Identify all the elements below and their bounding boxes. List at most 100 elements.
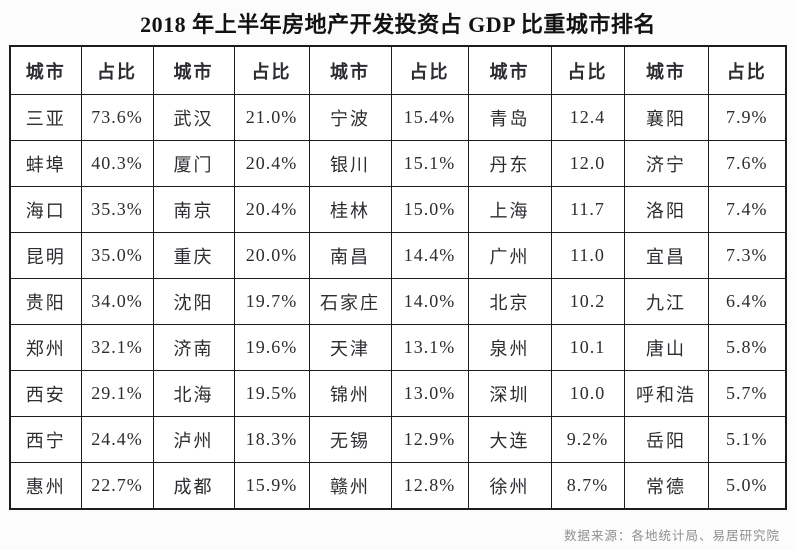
- share-cell: 8.7%: [550, 462, 625, 510]
- city-column-header: 城市: [623, 45, 709, 95]
- share-cell: 29.1%: [80, 370, 154, 417]
- city-cell: 宁波: [308, 94, 392, 141]
- share-cell: 20.4%: [233, 186, 310, 233]
- table-row: 西宁 24.4% 泸州 18.3% 无锡 12.9% 大连 9.2% 岳阳 5.1%: [9, 416, 787, 463]
- share-cell: 21.0%: [233, 94, 310, 141]
- city-cell: 济南: [152, 324, 235, 371]
- city-cell: 石家庄: [308, 278, 392, 325]
- share-column-header: 占比: [707, 45, 787, 95]
- share-cell: 11.0: [550, 232, 625, 279]
- city-cell: 泉州: [467, 324, 552, 371]
- table-header-row: 城市 占比 城市 占比 城市 占比 城市 占比 城市 占比: [9, 45, 787, 95]
- city-cell: 洛阳: [623, 186, 709, 233]
- share-cell: 5.0%: [707, 462, 787, 510]
- city-cell: 重庆: [152, 232, 235, 279]
- share-cell: 34.0%: [80, 278, 154, 325]
- city-cell: 西宁: [9, 416, 82, 463]
- share-cell: 12.8%: [390, 462, 469, 510]
- share-cell: 15.1%: [390, 140, 469, 187]
- share-cell: 6.4%: [707, 278, 787, 325]
- page-title: 2018 年上半年房地产开发投资占 GDP 比重城市排名: [140, 12, 656, 37]
- city-cell: 丹东: [467, 140, 552, 187]
- share-cell: 7.9%: [707, 94, 787, 141]
- share-cell: 7.4%: [707, 186, 787, 233]
- city-cell: 惠州: [9, 462, 82, 510]
- city-cell: 泸州: [152, 416, 235, 463]
- share-cell: 22.7%: [80, 462, 154, 510]
- table-row: 海口 35.3% 南京 20.4% 桂林 15.0% 上海 11.7 洛阳 7.4%: [9, 186, 787, 233]
- share-cell: 20.0%: [233, 232, 310, 279]
- city-cell: 济宁: [623, 140, 709, 187]
- share-column-header: 占比: [390, 45, 469, 95]
- share-cell: 10.0: [550, 370, 625, 417]
- share-cell: 14.0%: [390, 278, 469, 325]
- table-row: 西安 29.1% 北海 19.5% 锦州 13.0% 深圳 10.0 呼和浩 5.7%: [9, 370, 787, 417]
- share-cell: 7.3%: [707, 232, 787, 279]
- city-cell: 北京: [467, 278, 552, 325]
- share-cell: 73.6%: [80, 94, 154, 141]
- city-cell: 三亚: [9, 94, 82, 141]
- city-cell: 海口: [9, 186, 82, 233]
- city-cell: 西安: [9, 370, 82, 417]
- city-cell: 成都: [152, 462, 235, 510]
- share-cell: 14.4%: [390, 232, 469, 279]
- city-cell: 大连: [467, 416, 552, 463]
- city-cell: 青岛: [467, 94, 552, 141]
- share-cell: 9.2%: [550, 416, 625, 463]
- city-cell: 武汉: [152, 94, 235, 141]
- share-cell: 19.7%: [233, 278, 310, 325]
- share-cell: 35.0%: [80, 232, 154, 279]
- share-cell: 15.0%: [390, 186, 469, 233]
- city-cell: 贵阳: [9, 278, 82, 325]
- share-cell: 35.3%: [80, 186, 154, 233]
- table-row: 贵阳 34.0% 沈阳 19.7% 石家庄 14.0% 北京 10.2 九江 6.4%: [9, 278, 787, 325]
- city-cell: 赣州: [308, 462, 392, 510]
- city-cell: 厦门: [152, 140, 235, 187]
- share-column-header: 占比: [550, 45, 625, 95]
- city-cell: 呼和浩: [623, 370, 709, 417]
- city-cell: 宜昌: [623, 232, 709, 279]
- share-cell: 19.6%: [233, 324, 310, 371]
- share-cell: 7.6%: [707, 140, 787, 187]
- city-cell: 天津: [308, 324, 392, 371]
- city-cell: 岳阳: [623, 416, 709, 463]
- city-column-header: 城市: [152, 45, 235, 95]
- share-column-header: 占比: [233, 45, 310, 95]
- share-cell: 15.9%: [233, 462, 310, 510]
- city-cell: 广州: [467, 232, 552, 279]
- share-column-header: 占比: [80, 45, 154, 95]
- table-row: 蚌埠 40.3% 厦门 20.4% 银川 15.1% 丹东 12.0 济宁 7.6%: [9, 140, 787, 187]
- share-cell: 12.4: [550, 94, 625, 141]
- table-row: 惠州 22.7% 成都 15.9% 赣州 12.8% 徐州 8.7% 常德 5.0%: [9, 462, 787, 510]
- share-cell: 11.7: [550, 186, 625, 233]
- share-cell: 15.4%: [390, 94, 469, 141]
- city-cell: 常德: [623, 462, 709, 510]
- city-cell: 南京: [152, 186, 235, 233]
- share-cell: 13.0%: [390, 370, 469, 417]
- city-cell: 郑州: [9, 324, 82, 371]
- city-column-header: 城市: [467, 45, 552, 95]
- share-cell: 18.3%: [233, 416, 310, 463]
- table-row: 昆明 35.0% 重庆 20.0% 南昌 14.4% 广州 11.0 宜昌 7.3%: [9, 232, 787, 279]
- city-cell: 唐山: [623, 324, 709, 371]
- city-cell: 九江: [623, 278, 709, 325]
- share-cell: 32.1%: [80, 324, 154, 371]
- city-cell: 银川: [308, 140, 392, 187]
- city-cell: 锦州: [308, 370, 392, 417]
- share-cell: 10.1: [550, 324, 625, 371]
- city-cell: 蚌埠: [9, 140, 82, 187]
- city-cell: 深圳: [467, 370, 552, 417]
- share-cell: 12.9%: [390, 416, 469, 463]
- share-cell: 24.4%: [80, 416, 154, 463]
- city-cell: 南昌: [308, 232, 392, 279]
- city-column-header: 城市: [9, 45, 82, 95]
- share-cell: 5.8%: [707, 324, 787, 371]
- share-cell: 5.1%: [707, 416, 787, 463]
- data-source-note: 数据来源：各地统计局、易居研究院: [563, 529, 780, 543]
- share-cell: 5.7%: [707, 370, 787, 417]
- city-cell: 襄阳: [623, 94, 709, 141]
- share-cell: 12.0: [550, 140, 625, 187]
- city-cell: 沈阳: [152, 278, 235, 325]
- gdp-ratio-rank-table: 城市 占比 城市 占比 城市 占比 城市 占比 城市 占比 三亚 73.6% 武汉 21.0% 宁波 15.…: [9, 45, 787, 510]
